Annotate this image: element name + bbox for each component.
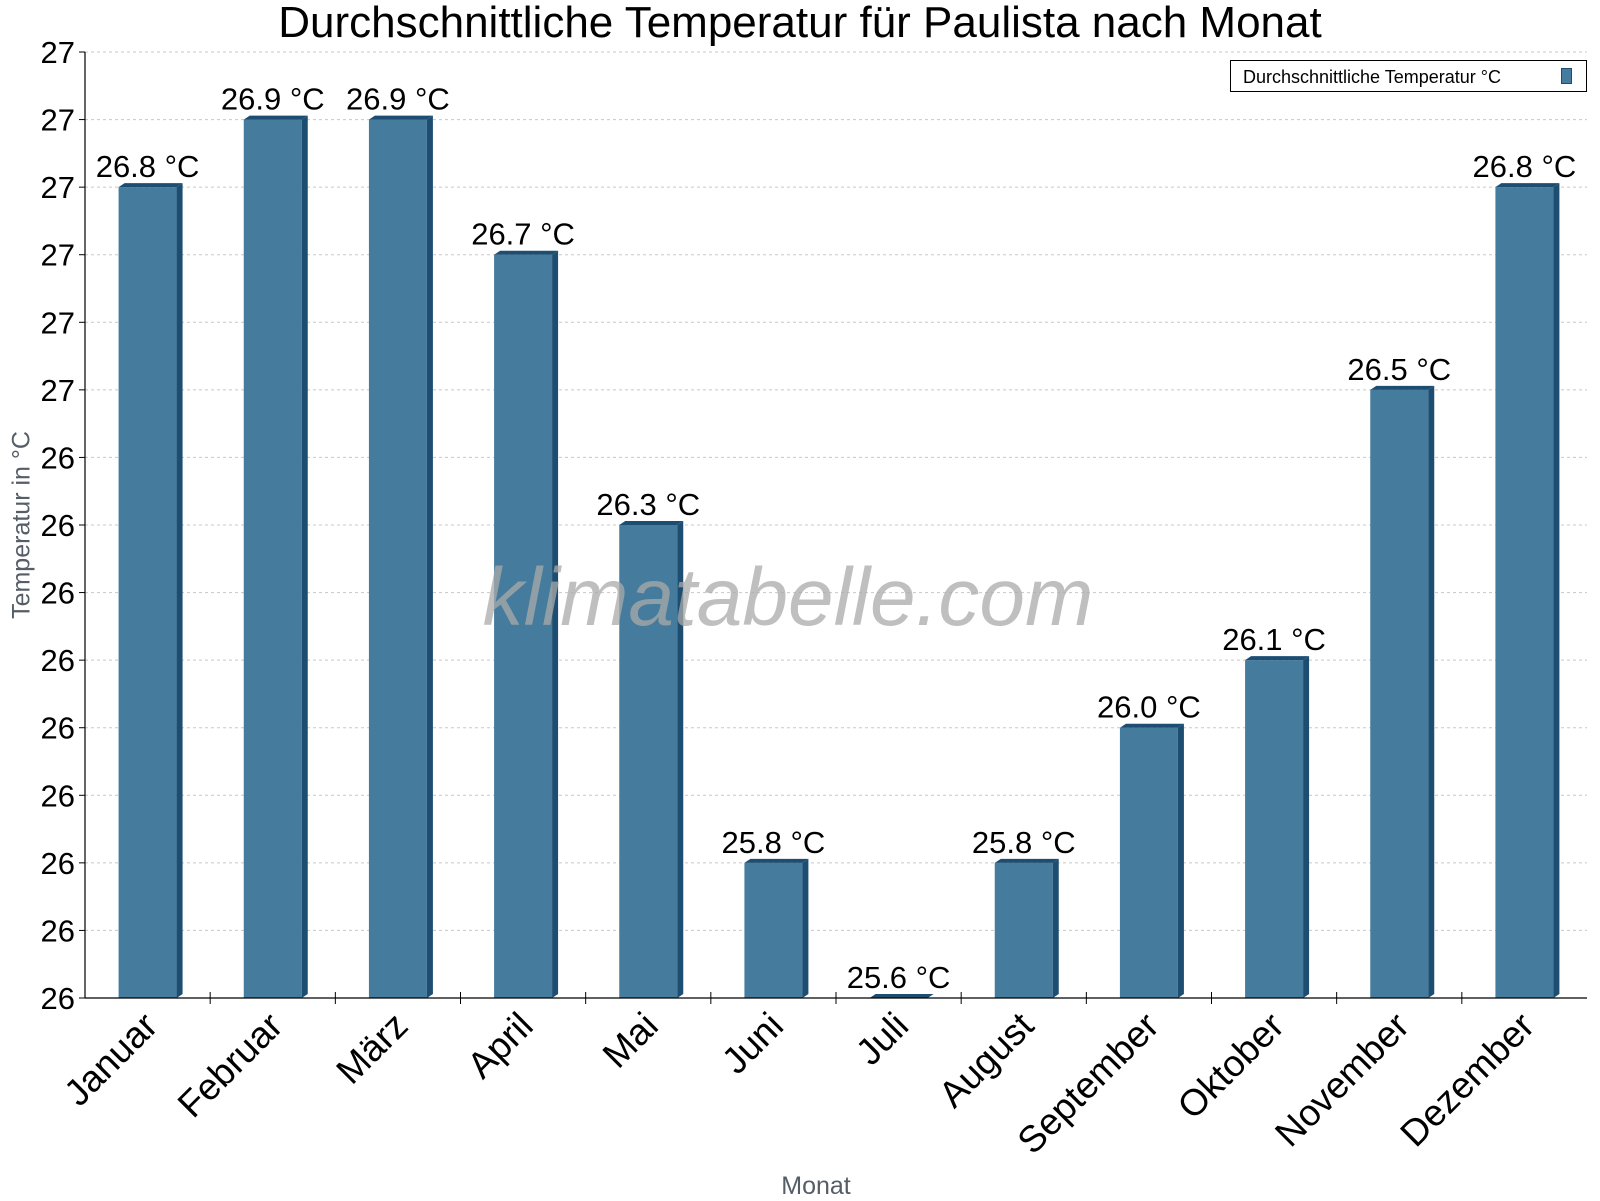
- x-tick-label: Juni: [714, 1005, 791, 1082]
- data-label: 26.8 °C: [96, 149, 200, 184]
- bar: [1119, 727, 1178, 998]
- bar-top-edge: [994, 858, 1059, 863]
- bar-side-edge: [1428, 385, 1435, 998]
- bar: [744, 862, 803, 998]
- data-label: 26.7 °C: [471, 217, 575, 252]
- x-tick-label: Mai: [595, 1005, 666, 1076]
- bar-side-edge: [426, 115, 433, 999]
- data-label: 26.8 °C: [1473, 149, 1577, 184]
- bar: [368, 119, 427, 999]
- y-tick-label: 26: [41, 440, 75, 475]
- data-label: 25.8 °C: [722, 825, 826, 860]
- y-tick-label: 27: [41, 35, 75, 70]
- bar: [1495, 187, 1554, 999]
- bar-side-edge: [1553, 183, 1560, 999]
- data-label: 25.8 °C: [972, 825, 1076, 860]
- data-label: 26.3 °C: [596, 487, 700, 522]
- bar-side-edge: [1177, 723, 1184, 998]
- watermark: klimatabelle.com: [482, 552, 1094, 643]
- y-tick-label: 26: [41, 576, 75, 611]
- data-labels: 26.8 °C 26.9 °C 26.9 °C 26.7 °C 26.3 °C 25.8 …: [96, 82, 1577, 995]
- bar-top-edge: [744, 858, 809, 863]
- data-label: 26.9 °C: [221, 82, 325, 117]
- x-tick-label: Juli: [848, 1005, 916, 1073]
- x-tick-label: Oktober: [1170, 1005, 1292, 1127]
- bar: [118, 187, 177, 999]
- bar-side-edge: [552, 250, 559, 998]
- bar-top-edge: [118, 183, 183, 188]
- bar: [243, 119, 302, 999]
- grid-lines: [85, 51, 1587, 931]
- y-tick-label: 26: [41, 778, 75, 813]
- data-label: 25.6 °C: [847, 960, 951, 995]
- y-tick-label: 26: [41, 643, 75, 678]
- bar-side-edge: [802, 858, 809, 998]
- data-label: 26.0 °C: [1097, 690, 1201, 725]
- bar-side-edge: [677, 521, 684, 998]
- bar-side-edge: [1303, 656, 1310, 998]
- y-tick-label: 27: [41, 305, 75, 340]
- y-tick-label: 26: [41, 981, 75, 1016]
- bar-top-edge: [869, 994, 934, 998]
- y-tick-label: 27: [41, 373, 75, 408]
- y-axis-label: Temperatur in °C: [7, 431, 36, 619]
- legend-swatch: [1561, 68, 1572, 84]
- bar-top-edge: [243, 115, 308, 120]
- bar-top-edge: [1119, 723, 1184, 728]
- bar-top-edge: [619, 521, 684, 525]
- bar: [619, 525, 678, 998]
- bar-side-edge: [301, 115, 308, 999]
- x-tick-label: November: [1267, 1005, 1417, 1155]
- x-tick-label: August: [931, 1004, 1042, 1115]
- bar-top-edge: [494, 250, 559, 255]
- x-tick-label: April: [459, 1005, 540, 1086]
- data-label: 26.5 °C: [1347, 352, 1451, 387]
- bar-side-edge: [176, 183, 183, 999]
- bars: [118, 115, 1560, 999]
- bar: [994, 862, 1053, 998]
- y-tick-label: 27: [41, 103, 75, 138]
- y-tick-label: 27: [41, 170, 75, 205]
- x-tick-label: März: [328, 1005, 415, 1092]
- bar: [1370, 389, 1429, 998]
- x-tick-label: Dezember: [1392, 1005, 1542, 1155]
- x-axis-label: Monat: [781, 1172, 851, 1200]
- legend: Durchschnittliche Temperatur °C: [1230, 60, 1587, 92]
- y-tick-label: 26: [41, 846, 75, 881]
- bar-top-edge: [1370, 385, 1435, 390]
- legend-label: Durchschnittliche Temperatur °C: [1243, 67, 1501, 87]
- y-tick-label: 27: [41, 238, 75, 273]
- chart-title: Durchschnittliche Temperatur für Paulist…: [278, 0, 1322, 47]
- bar: [1245, 660, 1304, 998]
- data-label: 26.9 °C: [346, 82, 450, 117]
- x-tick-label: Januar: [56, 1005, 165, 1114]
- x-tick-label: Februar: [170, 1005, 291, 1126]
- bar-top-edge: [1245, 656, 1310, 661]
- bar-top-edge: [368, 115, 433, 120]
- y-tick-label: 26: [41, 711, 75, 746]
- bar: [494, 254, 553, 998]
- bar-top-edge: [1495, 183, 1560, 188]
- bar-side-edge: [1052, 858, 1059, 998]
- data-label: 26.1 °C: [1222, 622, 1326, 657]
- y-tick-label: 26: [41, 913, 75, 948]
- y-tick-label: 26: [41, 508, 75, 543]
